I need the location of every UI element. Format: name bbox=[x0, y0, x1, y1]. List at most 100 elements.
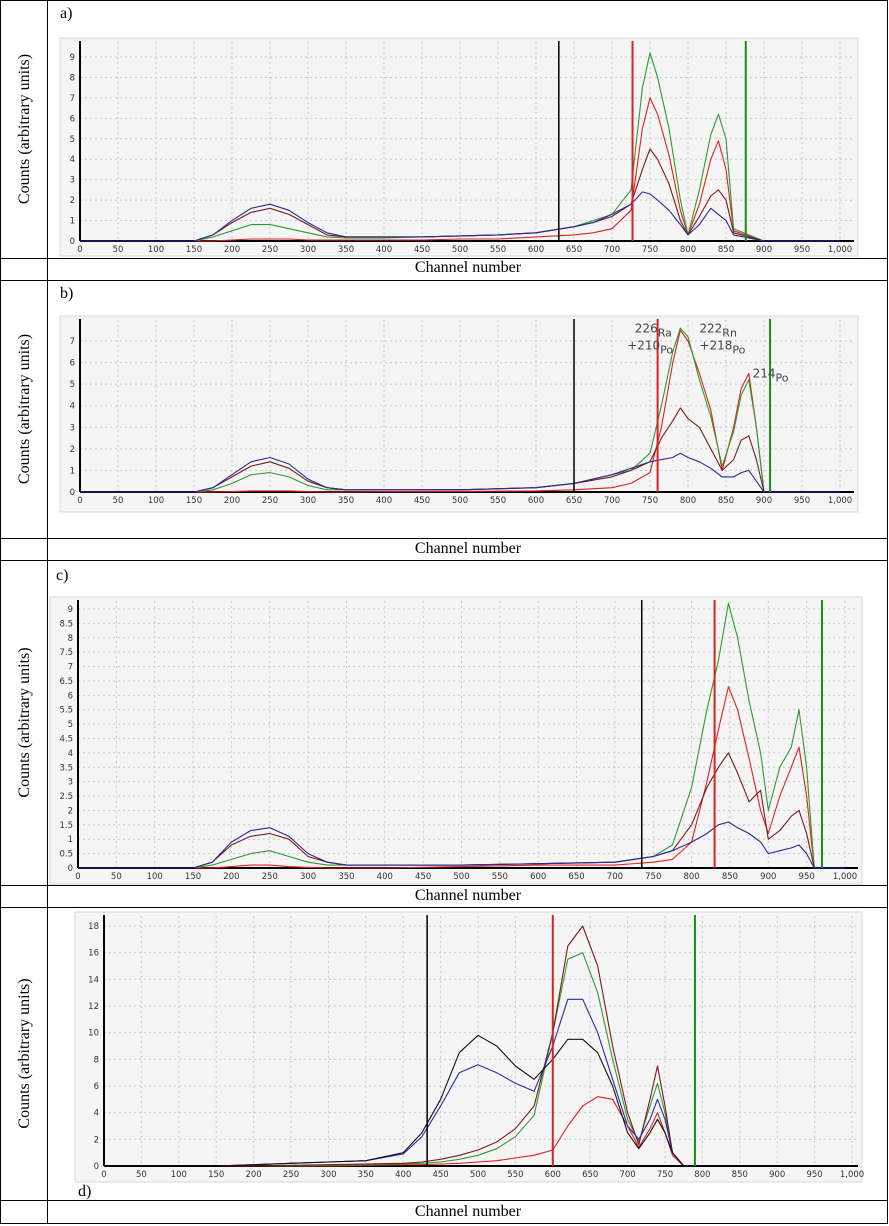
series-line bbox=[80, 97, 840, 242]
panel-label: d) bbox=[78, 1183, 91, 1200]
x-tick-label: 600 bbox=[528, 496, 544, 506]
y-tick-label: 18 bbox=[88, 922, 99, 932]
y-tick-label: 5 bbox=[70, 380, 75, 390]
x-tick-label: 800 bbox=[683, 872, 699, 882]
y-tick-label: 1 bbox=[68, 835, 73, 845]
series-line bbox=[80, 452, 840, 493]
x-tick-label: 950 bbox=[806, 1170, 822, 1180]
x-tick-label: 400 bbox=[377, 872, 393, 882]
x-tick-label: 150 bbox=[186, 245, 202, 255]
x-tick-label: 50 bbox=[113, 496, 124, 506]
panel-label: a) bbox=[60, 5, 72, 22]
peak-annotation: 226Ra bbox=[635, 321, 672, 339]
y-tick-label: 4 bbox=[94, 1109, 99, 1119]
x-tick-label: 250 bbox=[262, 496, 278, 506]
y-tick-label: 9 bbox=[70, 53, 75, 63]
series-line bbox=[80, 191, 840, 242]
x-tick-label: 450 bbox=[415, 872, 431, 882]
isotope-mass: +210 bbox=[627, 339, 660, 353]
x-tick-label: 100 bbox=[171, 1170, 187, 1180]
plot-area bbox=[59, 315, 859, 513]
y-tick-label: 6 bbox=[70, 114, 75, 124]
x-tick-label: 800 bbox=[680, 245, 696, 255]
x-tick-label: 850 bbox=[718, 496, 734, 506]
x-tick-label: 400 bbox=[376, 245, 392, 255]
y-tick-label: 0 bbox=[70, 237, 75, 247]
x-tick-label: 850 bbox=[718, 245, 734, 255]
x-tick-label: 800 bbox=[680, 496, 696, 506]
x-tick-label: 700 bbox=[604, 496, 620, 506]
y-tick-label: 12 bbox=[88, 1002, 99, 1012]
y-tick-label: 0 bbox=[94, 1162, 99, 1172]
y-tick-label: 6 bbox=[94, 1082, 99, 1092]
x-tick-label: 250 bbox=[262, 245, 278, 255]
x-tick-label: 500 bbox=[453, 872, 469, 882]
isotope-element: Po bbox=[660, 344, 673, 357]
series-line bbox=[104, 1096, 852, 1167]
panel-label: b) bbox=[60, 285, 73, 302]
x-tick-label: 950 bbox=[794, 245, 810, 255]
y-tick-label: 4 bbox=[70, 155, 75, 165]
y-tick-label: 1 bbox=[70, 466, 75, 476]
x-axis-label: Channel number bbox=[415, 540, 522, 557]
x-tick-label: 550 bbox=[490, 496, 506, 506]
x-tick-label: 550 bbox=[490, 245, 506, 255]
y-tick-label: 6 bbox=[70, 359, 75, 369]
y-tick-label: 2 bbox=[70, 445, 75, 455]
x-tick-label: 350 bbox=[338, 245, 354, 255]
isotope-mass: 226 bbox=[635, 321, 658, 335]
y-tick-label: 3.5 bbox=[59, 763, 73, 773]
y-tick-label: 6.5 bbox=[59, 677, 73, 687]
y-tick-label: 0 bbox=[70, 488, 75, 498]
isotope-element: Ra bbox=[658, 326, 672, 339]
x-tick-label: 500 bbox=[452, 245, 468, 255]
isotope-mass: 222 bbox=[699, 321, 722, 335]
y-tick-label: 4 bbox=[68, 749, 73, 759]
x-tick-label: 200 bbox=[224, 245, 240, 255]
x-tick-label: 150 bbox=[186, 496, 202, 506]
isotope-element: Po bbox=[732, 344, 745, 357]
series-line bbox=[78, 821, 845, 869]
x-tick-label: 100 bbox=[148, 496, 164, 506]
series-line bbox=[104, 952, 852, 1167]
x-tick-label: 800 bbox=[694, 1170, 710, 1180]
x-tick-label: 1,000 bbox=[833, 872, 857, 882]
x-tick-label: 550 bbox=[492, 872, 508, 882]
x-tick-label: 900 bbox=[756, 245, 772, 255]
peak-annotation: +218Po bbox=[699, 339, 745, 357]
isotope-element: Po bbox=[776, 372, 789, 385]
y-tick-label: 16 bbox=[88, 949, 99, 959]
x-axis-label: Channel number bbox=[415, 1203, 522, 1220]
x-tick-label: 700 bbox=[607, 872, 623, 882]
x-axis-label: Channel number bbox=[415, 259, 522, 276]
plot-area bbox=[59, 37, 859, 257]
isotope-element: Rn bbox=[722, 326, 737, 339]
panel-d: 0 50 100 150 200 250 300 350 400 450 500 550 600 650 7… bbox=[16, 911, 864, 1220]
x-tick-label: 200 bbox=[223, 872, 239, 882]
y-tick-label: 5.5 bbox=[59, 706, 73, 716]
y-tick-label: 2 bbox=[94, 1135, 99, 1145]
y-tick-label: 5 bbox=[68, 720, 73, 730]
y-tick-label: 4.5 bbox=[59, 735, 73, 745]
x-tick-label: 350 bbox=[338, 872, 354, 882]
x-tick-label: 350 bbox=[358, 1170, 374, 1180]
x-tick-label: 600 bbox=[530, 872, 546, 882]
y-tick-label: 1.5 bbox=[59, 821, 73, 831]
x-tick-label: 350 bbox=[338, 496, 354, 506]
y-tick-label: 9 bbox=[68, 605, 73, 615]
y-tick-label: 8 bbox=[68, 634, 73, 644]
peak-annotation: 214Po bbox=[753, 367, 789, 385]
x-tick-label: 750 bbox=[642, 496, 658, 506]
y-axis-label: Counts (arbitrary units) bbox=[16, 334, 33, 484]
x-tick-label: 650 bbox=[582, 1170, 598, 1180]
x-tick-label: 500 bbox=[470, 1170, 486, 1180]
series-line bbox=[78, 602, 845, 869]
y-tick-label: 2 bbox=[68, 806, 73, 816]
x-tick-label: 700 bbox=[619, 1170, 635, 1180]
y-axis-label: Counts (arbitrary units) bbox=[16, 647, 33, 797]
x-tick-label: 200 bbox=[245, 1170, 261, 1180]
x-tick-label: 450 bbox=[414, 245, 430, 255]
x-tick-label: 0 bbox=[75, 872, 80, 882]
